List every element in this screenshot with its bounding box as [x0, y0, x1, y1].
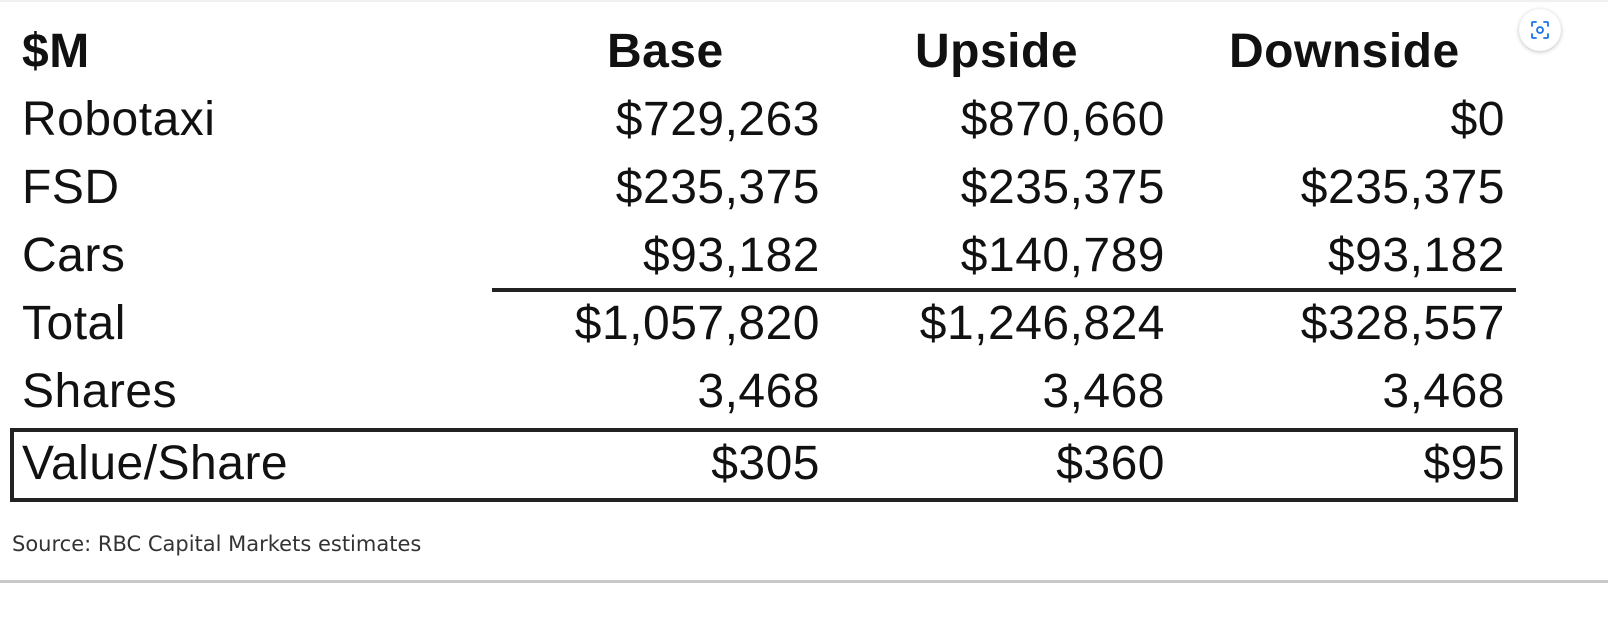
table-row-value-per-share: Value/Share $305 $360 $95: [10, 430, 1520, 498]
header-row: $M Base Upside Downside: [10, 18, 1520, 86]
cell-base: $1,057,820: [574, 297, 820, 350]
total-divider-line: [492, 288, 1516, 292]
row-label: Total: [22, 297, 126, 350]
top-edge: [0, 0, 1608, 2]
source-note: Source: RBC Capital Markets estimates: [12, 532, 422, 556]
row-label: Robotaxi: [22, 93, 216, 146]
header-downside: Downside: [1229, 25, 1460, 78]
table-row-fsd: FSD $235,375 $235,375 $235,375: [10, 154, 1520, 222]
row-label: Value/Share: [22, 437, 289, 490]
header-base: Base: [607, 25, 724, 78]
cell-upside: 3,468: [1042, 365, 1165, 418]
cell-downside: $0: [1450, 93, 1505, 146]
cell-upside: $870,660: [960, 93, 1165, 146]
visual-search-icon: [1530, 20, 1550, 40]
cell-upside: $235,375: [960, 161, 1165, 214]
visual-search-button[interactable]: [1519, 9, 1561, 51]
table-row-cars: Cars $93,182 $140,789 $93,182: [10, 222, 1520, 290]
cell-base: 3,468: [697, 365, 820, 418]
table-row-robotaxi: Robotaxi $729,263 $870,660 $0: [10, 86, 1520, 154]
cell-upside: $1,246,824: [919, 297, 1165, 350]
row-label: Shares: [22, 365, 178, 418]
cell-base: $235,375: [615, 161, 820, 214]
bottom-rule: [0, 580, 1608, 583]
row-label: FSD: [22, 161, 120, 214]
header-unit: $M: [22, 25, 90, 78]
value-per-share-box: [10, 428, 1518, 502]
table-row-shares: Shares 3,468 3,468 3,468: [10, 358, 1520, 426]
cell-base: $93,182: [642, 229, 820, 282]
table-row-total: Total $1,057,820 $1,246,824 $328,557: [10, 290, 1520, 358]
cell-base: $305: [711, 437, 820, 490]
cell-base: $729,263: [615, 93, 820, 146]
valuation-table: $M Base Upside Downside Robotaxi $729,26…: [10, 18, 1520, 502]
header-upside: Upside: [915, 25, 1079, 78]
cell-downside: $328,557: [1300, 297, 1505, 350]
cell-downside: 3,468: [1382, 365, 1505, 418]
row-label: Cars: [22, 229, 126, 282]
cell-downside: $95: [1423, 437, 1505, 490]
cell-downside: $235,375: [1300, 161, 1505, 214]
cell-downside: $93,182: [1327, 229, 1505, 282]
cell-upside: $140,789: [960, 229, 1165, 282]
cell-upside: $360: [1056, 437, 1165, 490]
